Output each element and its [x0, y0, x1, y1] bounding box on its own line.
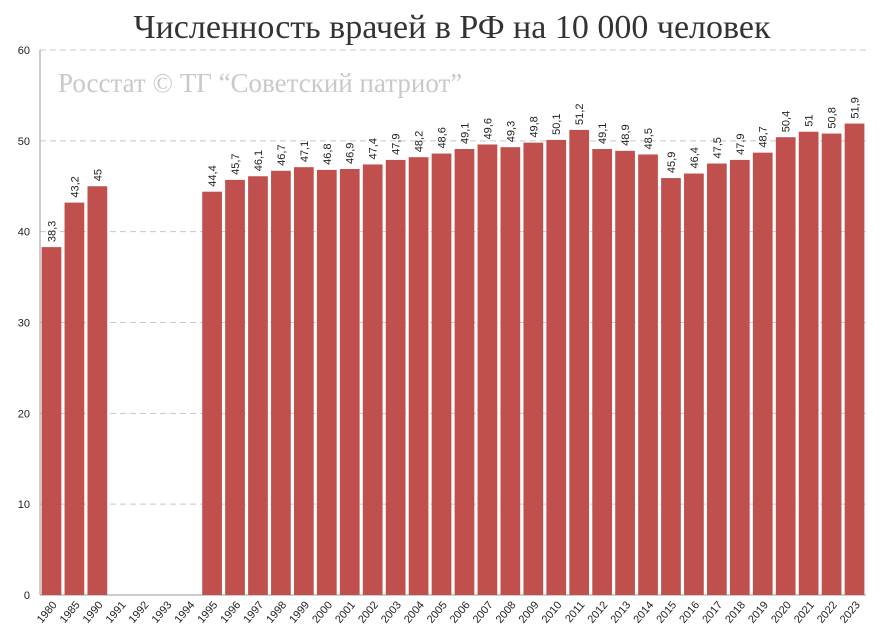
- bar: [523, 142, 544, 595]
- y-tick-label: 30: [18, 318, 30, 330]
- value-label: 49,6: [482, 118, 494, 139]
- value-label: 48,6: [437, 127, 449, 148]
- value-label: 45,9: [666, 152, 678, 173]
- bar: [798, 131, 819, 595]
- bar: [569, 129, 590, 595]
- value-label: 51,2: [574, 104, 586, 125]
- y-tick-label: 10: [18, 499, 30, 511]
- y-tick-label: 50: [18, 136, 30, 148]
- value-label: 48,2: [414, 131, 426, 152]
- bar: [844, 123, 865, 595]
- bar: [64, 202, 85, 595]
- value-label: 47,9: [735, 133, 747, 154]
- bar: [500, 147, 521, 596]
- value-label: 46,7: [276, 144, 288, 165]
- value-label: 46,9: [345, 143, 357, 164]
- value-label: 50,4: [781, 111, 793, 132]
- value-label: 43,2: [69, 176, 81, 197]
- bar: [408, 157, 429, 595]
- bar: [248, 176, 268, 595]
- bar: [316, 169, 337, 595]
- value-label: 44,4: [207, 165, 219, 186]
- bar: [592, 149, 613, 595]
- value-label: 48,7: [758, 126, 770, 147]
- value-label: 50,8: [827, 107, 839, 128]
- chart-title: Численность врачей в РФ на 10 000 челове…: [134, 9, 771, 46]
- value-label: 46,8: [322, 143, 334, 164]
- value-label: 47,9: [391, 133, 403, 154]
- bar: [684, 173, 704, 596]
- y-tick-label: 20: [18, 408, 30, 420]
- bar: [546, 139, 567, 596]
- value-label: 48,5: [643, 128, 655, 149]
- value-label: 50,1: [551, 114, 563, 135]
- bar: [271, 170, 291, 595]
- y-tick-label: 40: [18, 227, 30, 239]
- value-label: 46,4: [689, 147, 701, 168]
- bar: [775, 137, 796, 595]
- bar: [661, 178, 681, 595]
- bar: [729, 159, 750, 596]
- value-label: 47,1: [299, 141, 311, 162]
- bar: [477, 144, 498, 595]
- value-label: 48,9: [620, 124, 632, 145]
- value-label: 47,5: [712, 137, 724, 158]
- bar: [638, 154, 658, 596]
- bar: [706, 163, 727, 595]
- bar: [431, 153, 452, 596]
- bar: [41, 247, 62, 595]
- value-label: 51: [804, 115, 816, 127]
- value-label: 45: [92, 169, 104, 181]
- bar: [225, 179, 245, 595]
- bar: [87, 186, 108, 595]
- bar: [293, 167, 314, 596]
- bar: [362, 164, 383, 595]
- value-label: 49,1: [597, 123, 609, 144]
- bar: [615, 150, 635, 595]
- bar: [454, 149, 475, 595]
- value-label: 47,4: [368, 138, 380, 159]
- value-label: 49,8: [528, 116, 540, 137]
- bar: [385, 159, 406, 596]
- value-label: 46,1: [253, 150, 265, 171]
- watermark: Росстат © ТГ “Советский патриот”: [58, 68, 462, 98]
- bar: [821, 133, 842, 596]
- value-label: 38,3: [46, 221, 58, 242]
- y-tick-label: 0: [24, 590, 30, 602]
- y-tick-label: 60: [18, 45, 30, 57]
- bar: [339, 168, 360, 595]
- value-label: 49,3: [505, 121, 517, 142]
- bar: [202, 191, 222, 595]
- value-label: 51,9: [850, 97, 862, 118]
- value-label: 49,1: [459, 123, 471, 144]
- bar: [752, 152, 773, 595]
- value-label: 45,7: [230, 153, 242, 174]
